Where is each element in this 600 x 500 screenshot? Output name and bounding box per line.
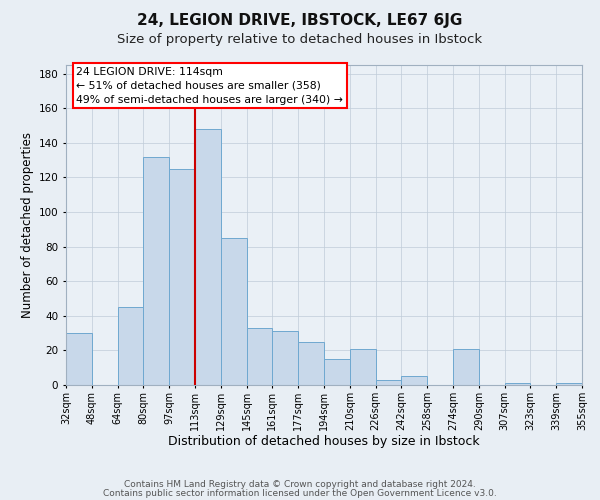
Bar bbox=[298, 342, 324, 385]
Bar bbox=[143, 156, 169, 385]
Bar bbox=[118, 307, 143, 385]
Bar bbox=[453, 348, 479, 385]
Bar bbox=[556, 384, 582, 385]
Text: 24, LEGION DRIVE, IBSTOCK, LE67 6JG: 24, LEGION DRIVE, IBSTOCK, LE67 6JG bbox=[137, 12, 463, 28]
Text: Contains public sector information licensed under the Open Government Licence v3: Contains public sector information licen… bbox=[103, 489, 497, 498]
X-axis label: Distribution of detached houses by size in Ibstock: Distribution of detached houses by size … bbox=[168, 436, 480, 448]
Bar bbox=[505, 384, 530, 385]
Bar bbox=[66, 333, 92, 385]
Bar bbox=[195, 129, 221, 385]
Bar bbox=[272, 332, 298, 385]
Bar bbox=[247, 328, 272, 385]
Y-axis label: Number of detached properties: Number of detached properties bbox=[22, 132, 34, 318]
Bar bbox=[169, 169, 195, 385]
Text: 24 LEGION DRIVE: 114sqm
← 51% of detached houses are smaller (358)
49% of semi-d: 24 LEGION DRIVE: 114sqm ← 51% of detache… bbox=[76, 66, 343, 104]
Text: Size of property relative to detached houses in Ibstock: Size of property relative to detached ho… bbox=[118, 32, 482, 46]
Bar bbox=[221, 238, 247, 385]
Bar bbox=[350, 348, 376, 385]
Text: Contains HM Land Registry data © Crown copyright and database right 2024.: Contains HM Land Registry data © Crown c… bbox=[124, 480, 476, 489]
Bar bbox=[401, 376, 427, 385]
Bar bbox=[324, 359, 350, 385]
Bar bbox=[376, 380, 401, 385]
